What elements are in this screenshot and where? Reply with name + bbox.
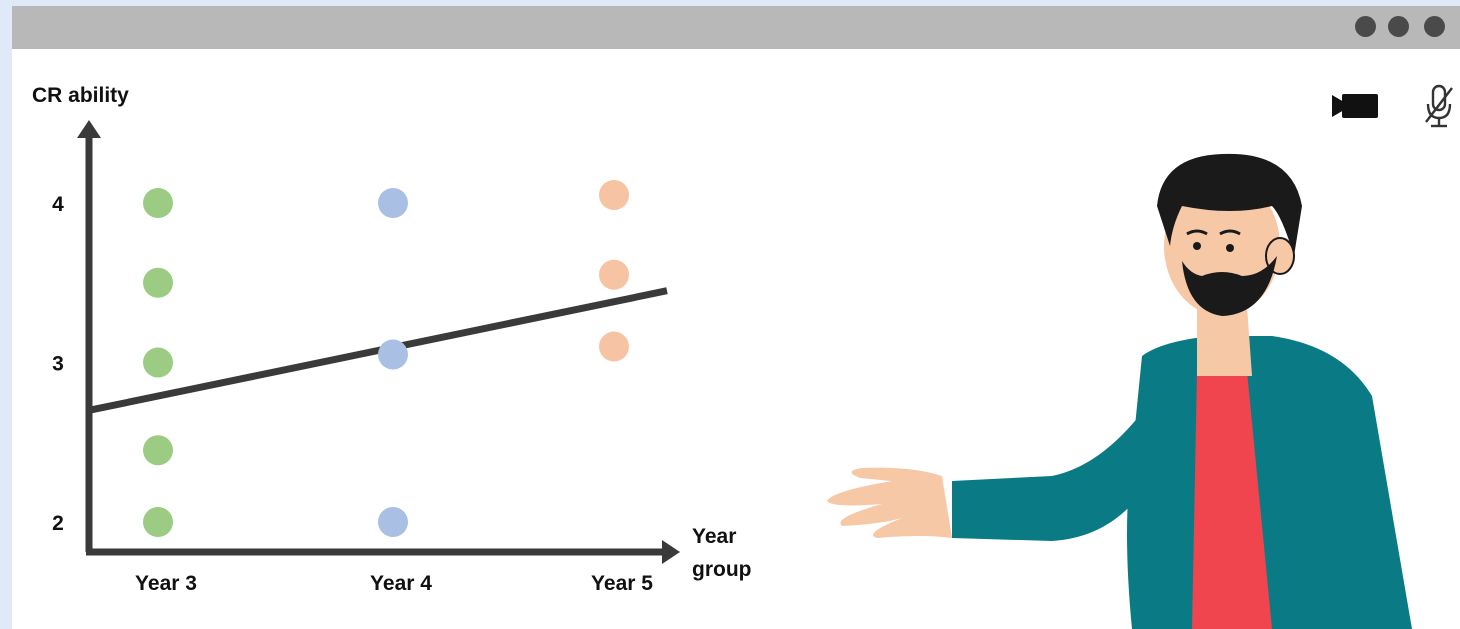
- y-axis-title: CR ability: [32, 84, 129, 107]
- x-tick-label: Year 3: [135, 572, 197, 595]
- x-tick-label: Year 4: [370, 572, 432, 595]
- video-call-window: [12, 6, 1460, 629]
- x-tick-label: Year 5: [591, 572, 653, 595]
- data-point: [143, 507, 173, 537]
- x-axis-arrow: [662, 540, 680, 564]
- x-axis-title-line1: Year: [692, 525, 736, 548]
- scatter-chart: CR ability Year group 2 3 4 Year 3 Year 4 Yea…: [32, 84, 751, 595]
- x-axis-title-line2: group: [692, 558, 751, 581]
- chart-trendline: [88, 287, 668, 414]
- data-point: [143, 435, 173, 466]
- presenter-illustration: [827, 153, 1412, 629]
- chart-ticks: 2 3 4 Year 3 Year 4 Year 5: [52, 193, 653, 595]
- y-tick-label: 2: [52, 512, 64, 535]
- window-dot-icon[interactable]: [1388, 16, 1409, 37]
- y-axis-arrow: [77, 120, 101, 138]
- data-point: [143, 347, 173, 378]
- data-point: [378, 188, 408, 218]
- data-point: [599, 259, 629, 290]
- video-camera-icon[interactable]: [1332, 91, 1380, 121]
- window-titlebar: [12, 6, 1460, 49]
- trendline: [88, 287, 668, 414]
- data-point: [143, 267, 173, 298]
- y-tick-label: 3: [52, 353, 64, 376]
- microphone-muted-icon[interactable]: [1422, 84, 1456, 130]
- window-dot-icon[interactable]: [1424, 16, 1445, 37]
- chart-points: [143, 180, 629, 537]
- data-point: [378, 507, 408, 537]
- chart-axes: [77, 120, 680, 564]
- data-point: [378, 339, 408, 370]
- y-tick-label: 4: [52, 193, 64, 216]
- data-point: [599, 331, 629, 362]
- data-point: [143, 188, 173, 218]
- data-point: [599, 180, 629, 211]
- window-dot-icon[interactable]: [1355, 16, 1376, 37]
